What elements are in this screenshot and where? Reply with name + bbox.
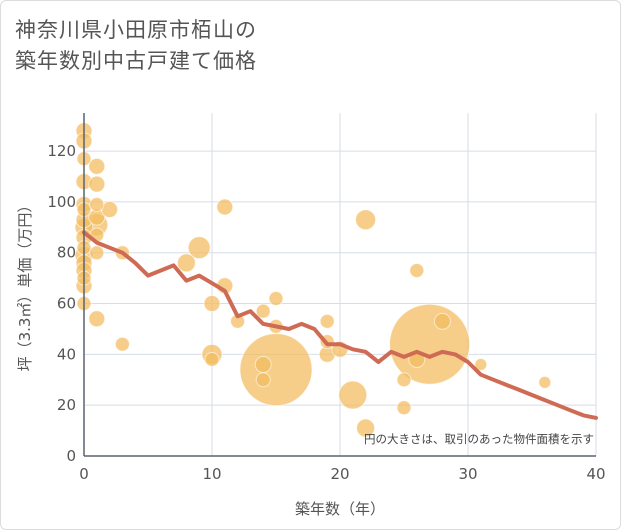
y-tick-label: 0 — [66, 447, 76, 465]
bubble — [203, 295, 221, 313]
bubble — [239, 333, 313, 407]
bubble — [89, 245, 105, 261]
bubble — [216, 198, 234, 216]
bubble — [389, 303, 471, 385]
x-axis-label: 築年数（年） — [295, 500, 385, 518]
x-tick-label: 20 — [330, 465, 349, 483]
bubble — [88, 157, 106, 175]
bubble — [187, 236, 211, 260]
title-line-1: 神奈川県小田原市栢山の — [15, 18, 257, 42]
bubble — [88, 310, 106, 328]
bubble — [356, 418, 376, 438]
trend-line — [82, 230, 598, 420]
bubble — [538, 375, 552, 389]
bubble — [396, 400, 412, 416]
bubbles — [74, 122, 552, 438]
x-tick-label: 30 — [458, 465, 477, 483]
bubble — [255, 303, 271, 319]
bubble — [268, 290, 284, 306]
bubble — [396, 372, 412, 388]
y-axis-label: 坪（3.3㎡）単価（万円） — [16, 198, 34, 372]
y-tick-label: 60 — [57, 295, 76, 313]
axes — [83, 113, 596, 457]
y-tick-label: 20 — [57, 396, 76, 414]
bubble — [176, 253, 196, 273]
y-tick-label: 40 — [57, 345, 76, 363]
bubble — [255, 372, 271, 388]
bubble — [433, 312, 451, 330]
bubble — [114, 336, 130, 352]
bubble — [409, 263, 425, 279]
bubble — [338, 380, 368, 410]
grid — [84, 113, 597, 456]
bubble — [88, 175, 106, 193]
bubble — [319, 313, 335, 329]
y-tick-label: 80 — [57, 244, 76, 262]
x-tick-label: 40 — [586, 465, 605, 483]
y-tick-label: 100 — [47, 193, 76, 211]
title-line-2: 築年数別中古戸建て価格 — [15, 49, 257, 73]
page-title: 神奈川県小田原市栢山の 築年数別中古戸建て価格 — [15, 15, 257, 77]
x-tick-label: 0 — [79, 465, 89, 483]
y-tick-label: 120 — [47, 142, 76, 160]
bubble — [254, 356, 272, 374]
x-tick-label: 10 — [202, 465, 221, 483]
bubble-size-note: 円の大きさは、取引のあった物件面積を示す — [364, 432, 594, 446]
tick-labels: 0 10 20 30 40 0 20 40 60 80 100 120 — [47, 142, 605, 483]
bubble — [204, 351, 220, 367]
bubble — [474, 358, 488, 372]
bubble — [89, 196, 105, 212]
bubble — [355, 209, 377, 231]
